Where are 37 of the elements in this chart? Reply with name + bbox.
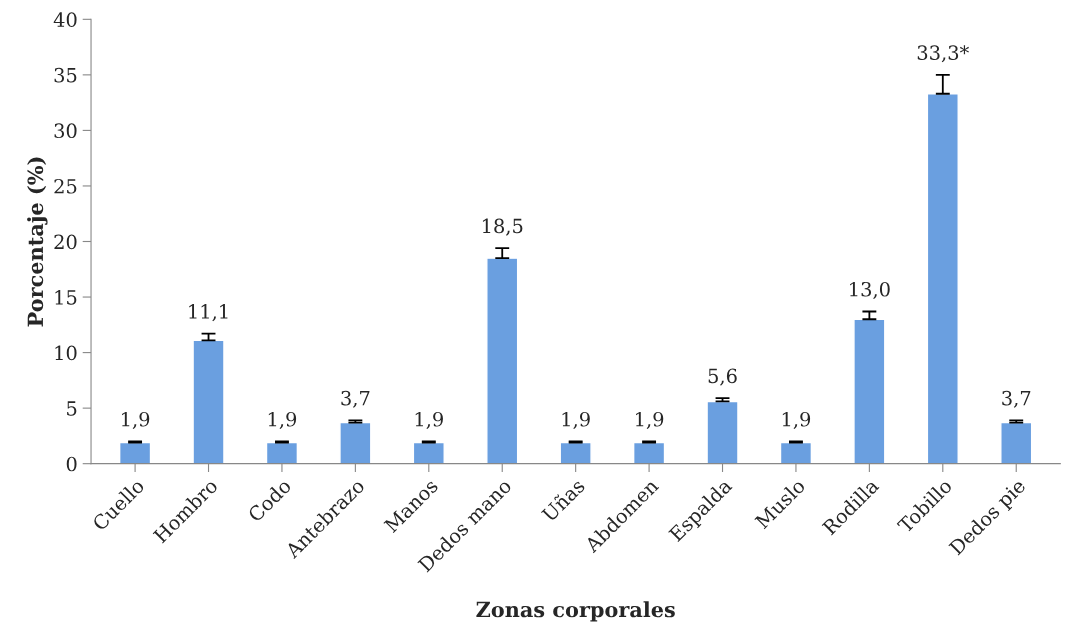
bar	[779, 441, 813, 464]
y-tick-label: 30	[54, 123, 77, 139]
bar	[706, 400, 739, 464]
data-label: 1,9	[782, 411, 811, 429]
data-label: 1,9	[122, 411, 150, 429]
y-tick-label: 10	[55, 345, 77, 361]
data-label: 13,0	[850, 281, 890, 299]
data-label: 1,9	[415, 411, 443, 429]
bar	[926, 93, 959, 464]
y-tick-label: 40	[53, 12, 77, 27]
data-label: 1,9	[636, 411, 664, 429]
bar	[632, 441, 666, 464]
data-label: 18,5	[482, 218, 523, 236]
data-label: 1,9	[562, 411, 590, 429]
bar	[118, 441, 152, 464]
bar	[1000, 421, 1033, 464]
bar	[559, 441, 592, 464]
bar	[339, 421, 372, 464]
y-tick-label: 25	[54, 178, 77, 194]
y-tick-label: 15	[55, 290, 77, 305]
data-label: 3,7	[1002, 390, 1031, 408]
bar	[412, 441, 445, 464]
y-tick-label: 5	[67, 401, 77, 416]
data-label: 1,9	[268, 411, 297, 429]
data-label: 3,7	[341, 390, 370, 408]
y-tick-label: 35	[54, 67, 77, 83]
y-axis-title: Porcentaje (%)	[27, 157, 48, 327]
x-axis-title: Zonas corporales	[476, 601, 675, 622]
bar	[853, 318, 886, 464]
data-label: 5,6	[708, 368, 737, 386]
y-tick-label: 0	[66, 456, 77, 472]
y-tick-label: 20	[54, 234, 77, 250]
data-label: 33,3*	[917, 45, 969, 63]
bar	[486, 257, 519, 464]
data-label: 11,1	[189, 304, 228, 322]
bar	[192, 339, 225, 464]
bar	[265, 441, 299, 464]
